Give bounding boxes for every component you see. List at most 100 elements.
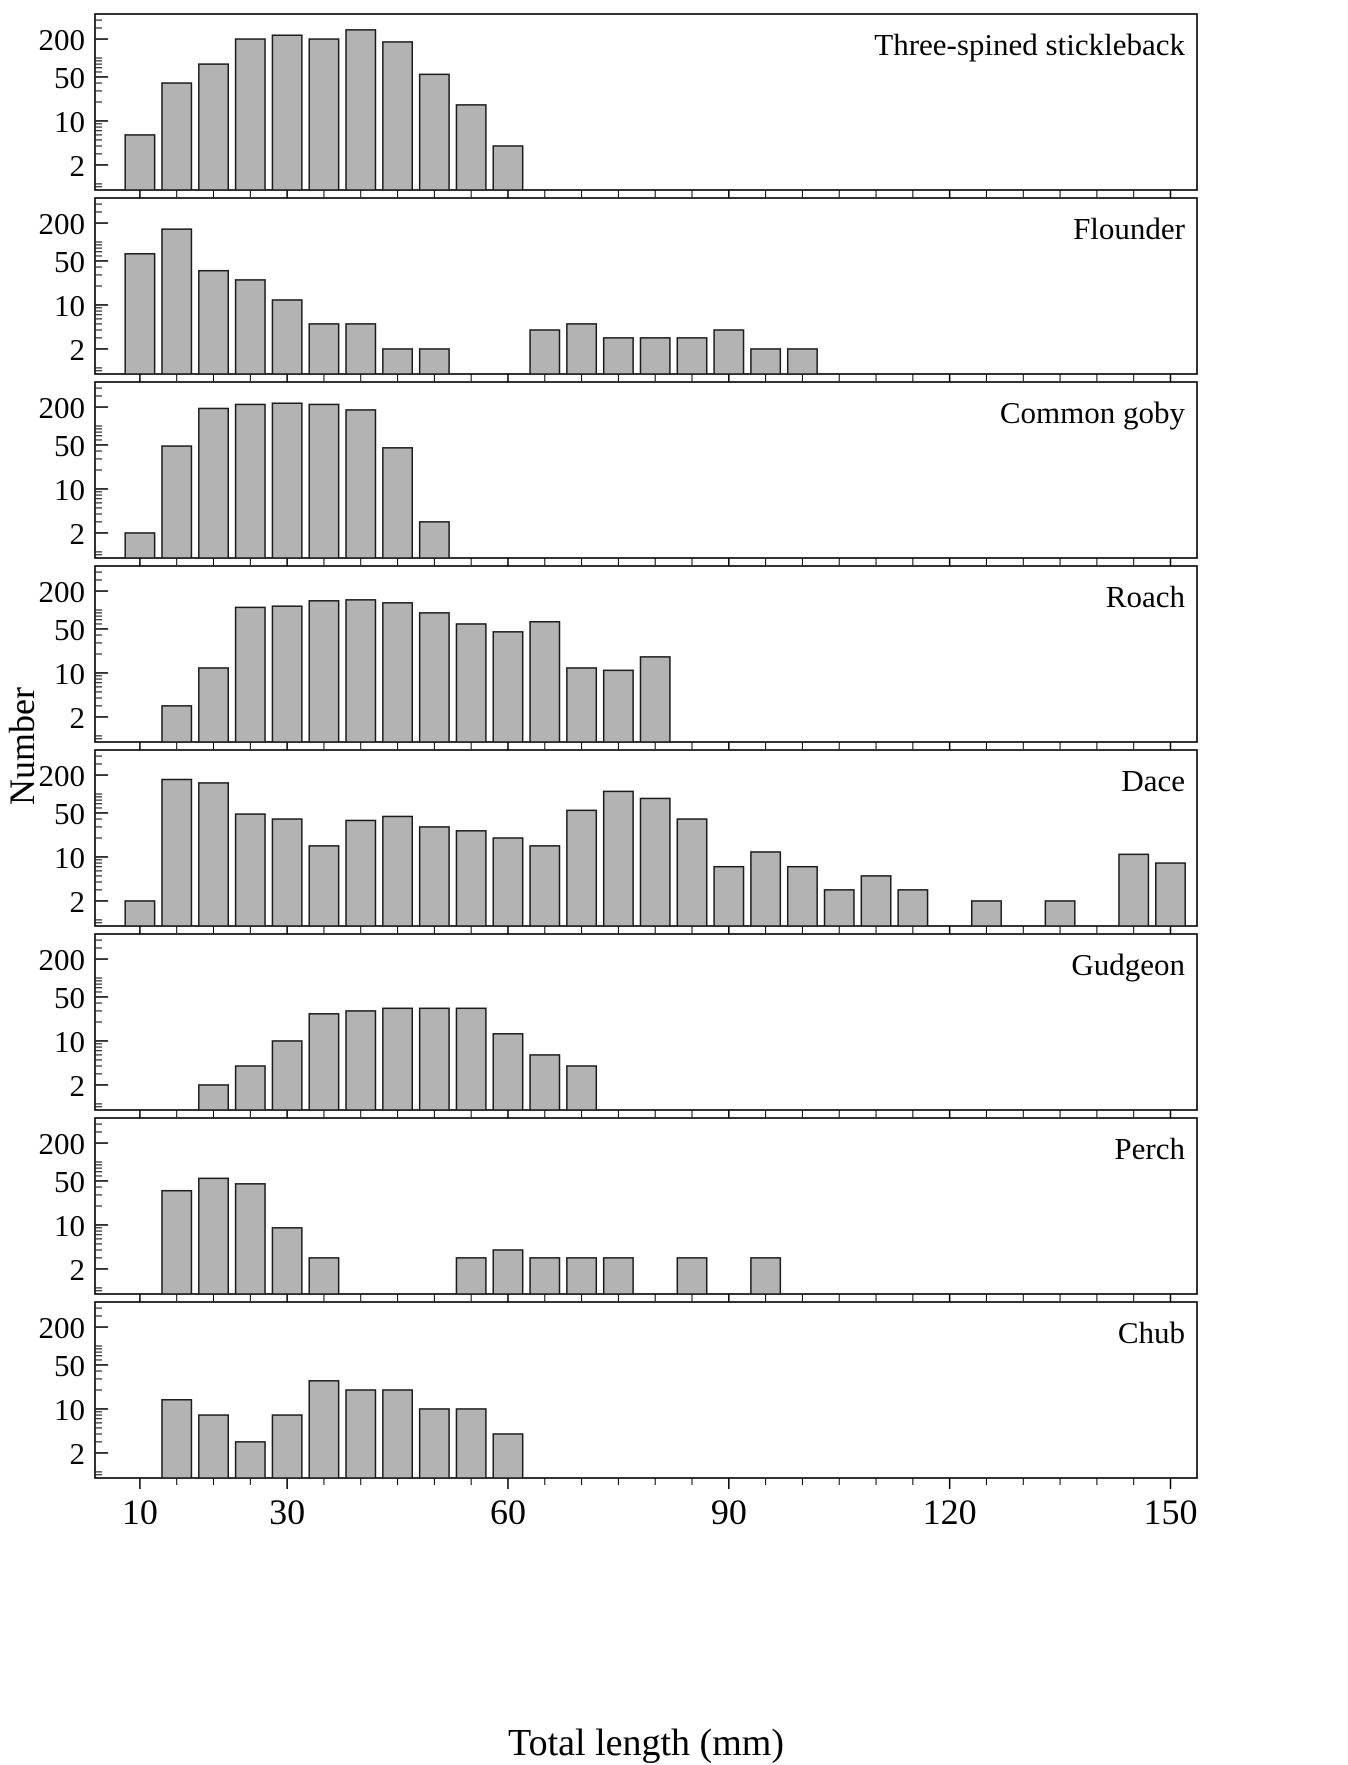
histogram-bar <box>676 337 708 375</box>
y-tick-label: 2 <box>70 1436 86 1471</box>
histogram-bar <box>1044 900 1076 927</box>
x-tick-label: 10 <box>122 1492 158 1532</box>
histogram-bar <box>750 1257 782 1295</box>
y-tick-label: 200 <box>39 1310 86 1345</box>
histogram-bar <box>271 605 303 743</box>
x-tick-label: 120 <box>923 1492 977 1532</box>
y-tick-label: 200 <box>39 574 86 609</box>
y-tick-label: 200 <box>39 758 86 793</box>
panel-species-label: Chub <box>1118 1315 1185 1350</box>
y-tick-label: 10 <box>54 104 85 139</box>
histogram-bar <box>124 134 156 191</box>
histogram-bar <box>234 1441 266 1479</box>
histogram-bar <box>566 667 598 743</box>
y-tick-label: 200 <box>39 22 86 57</box>
histogram-bar <box>198 667 229 743</box>
panel-species-label: Common goby <box>1000 395 1186 430</box>
histogram-bar <box>345 1010 377 1111</box>
histogram-bar <box>676 818 708 927</box>
histogram-bar <box>713 865 745 927</box>
x-tick-label: 90 <box>711 1492 747 1532</box>
panel-species-label: Gudgeon <box>1071 947 1185 982</box>
y-tick-label: 2 <box>70 884 86 919</box>
histogram-bar <box>529 1054 561 1111</box>
y-tick-label: 50 <box>54 1348 85 1383</box>
histogram-bar <box>308 403 340 559</box>
y-tick-label: 200 <box>39 390 86 425</box>
y-tick-label: 2 <box>70 516 86 551</box>
histogram-bar <box>750 348 782 375</box>
histogram-bar <box>418 1007 450 1111</box>
y-tick-label: 50 <box>54 1164 85 1199</box>
histogram-bar <box>308 600 340 743</box>
histogram-bar <box>308 845 340 927</box>
histogram-bar <box>161 705 193 743</box>
y-axis-title: Number <box>2 687 42 805</box>
histogram-bar <box>234 1183 266 1295</box>
histogram-bar <box>455 830 487 927</box>
histogram-bar <box>492 145 524 191</box>
histogram-bar <box>271 34 303 191</box>
y-tick-label: 200 <box>39 1126 86 1161</box>
histogram-bar <box>529 621 561 743</box>
histogram-bar <box>566 809 598 927</box>
y-tick-label: 10 <box>54 472 85 507</box>
histogram-bar <box>382 41 414 191</box>
histogram-bar <box>198 1414 229 1479</box>
histogram-bar <box>823 889 855 927</box>
histogram-bar <box>639 337 671 375</box>
y-tick-label: 50 <box>54 244 85 279</box>
histogram-bar <box>161 228 193 375</box>
histogram-bar <box>418 1408 450 1479</box>
histogram-bar <box>602 790 634 927</box>
histogram-bar <box>345 409 377 559</box>
histogram-bar <box>161 1399 193 1479</box>
histogram-bar <box>418 348 450 375</box>
histogram-bar <box>529 845 561 927</box>
histogram-bar <box>382 815 414 927</box>
histogram-bar <box>455 1257 487 1295</box>
histogram-bar <box>234 813 266 927</box>
y-tick-label: 10 <box>54 1024 85 1059</box>
panel-species-label: Dace <box>1121 763 1185 798</box>
y-tick-label: 50 <box>54 796 85 831</box>
histogram-bar <box>492 1249 524 1295</box>
histogram-bar <box>124 253 156 375</box>
histogram-bar <box>345 819 377 927</box>
histogram-bar <box>492 1033 524 1111</box>
histogram-bar <box>161 82 193 191</box>
histogram-bar <box>308 1257 340 1295</box>
histogram-bar <box>124 532 156 559</box>
histogram-bar <box>271 1040 303 1111</box>
histogram-bar <box>345 323 377 375</box>
histogram-bar <box>382 1389 414 1479</box>
histogram-bar <box>198 782 229 927</box>
panel-species-label: Roach <box>1106 579 1186 614</box>
histogram-bar <box>566 1257 598 1295</box>
histogram-bar <box>198 1084 229 1111</box>
x-tick-label: 30 <box>269 1492 305 1532</box>
histogram-bar <box>713 329 745 375</box>
histogram-bar <box>529 329 561 375</box>
histogram-bar <box>198 1177 229 1295</box>
panel-species-label: Flounder <box>1073 211 1186 246</box>
y-tick-label: 50 <box>54 428 85 463</box>
histogram-bar <box>418 826 450 927</box>
histogram-bar <box>271 402 303 559</box>
histogram-bar <box>418 612 450 743</box>
histogram-bar <box>897 889 929 927</box>
histogram-bar <box>234 279 266 375</box>
histogram-bar <box>455 1007 487 1111</box>
histogram-bar <box>382 1007 414 1111</box>
histogram-bar <box>308 1013 340 1111</box>
histogram-bar <box>308 38 340 191</box>
histogram-bar <box>602 1257 634 1295</box>
histogram-bar <box>161 445 193 559</box>
histogram-bar <box>124 900 156 927</box>
y-tick-label: 2 <box>70 700 86 735</box>
y-tick-label: 10 <box>54 1392 85 1427</box>
histogram-bar <box>234 606 266 743</box>
histogram-bar <box>271 818 303 927</box>
histogram-bar <box>382 348 414 375</box>
histogram-bar <box>382 602 414 743</box>
